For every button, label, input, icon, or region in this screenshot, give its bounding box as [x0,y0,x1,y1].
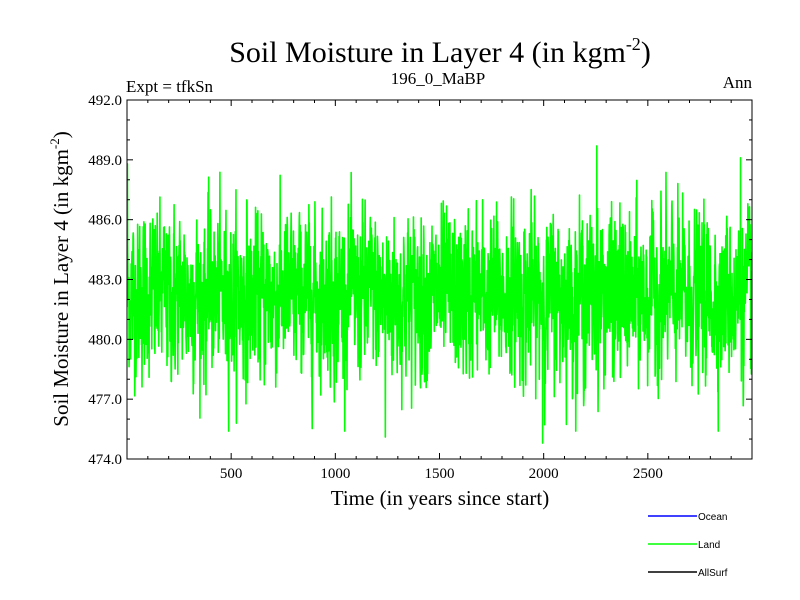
chart-title: Soil Moisture in Layer 4 (in kgm-2) [229,34,651,69]
y-axis: 474.0 477.0 480.0 483.0 486.0 489.0 492.0 [88,93,752,468]
y-tick-label: 474.0 [88,452,122,468]
y-tick-label: 483.0 [88,273,122,289]
subtitle-left: Expt = tfkSn [126,77,214,96]
series-layer [127,145,752,444]
y-axis-label: Soil Moisture in Layer 4 (in kgm-2) [47,131,73,426]
x-tick-label: 2000 [529,466,559,482]
x-tick-label: 2500 [633,466,663,482]
y-tick-label: 480.0 [88,332,122,348]
legend-label-land: Land [698,540,720,551]
x-axis-label: Time (in years since start) [331,486,550,510]
x-tick-label: 1500 [425,466,455,482]
y-tick-label: 489.0 [88,153,122,169]
legend-label-ocean: Ocean [698,512,727,523]
x-tick-label: 500 [220,466,243,482]
y-tick-label: 492.0 [88,93,122,109]
x-axis: 500 1000 1500 2000 2500 [147,100,732,482]
y-tick-label: 486.0 [88,213,122,229]
y-tick-label: 477.0 [88,392,122,408]
subtitle-center: 196_0_MaBP [391,69,485,88]
series-line-land [127,145,752,444]
legend: Ocean Land AllSurf [648,512,728,579]
subtitle-right: Ann [723,73,753,92]
x-tick-label: 1000 [320,466,350,482]
legend-label-allsurf: AllSurf [698,568,728,579]
